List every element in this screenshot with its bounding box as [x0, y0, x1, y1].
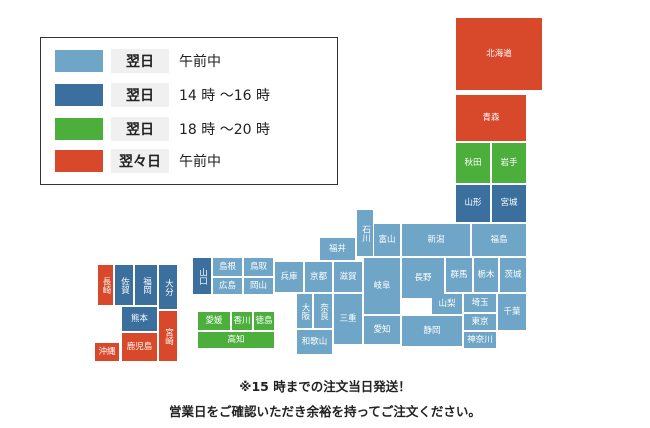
legend-tag: 翌日	[111, 49, 169, 73]
pref-fukushima: 福島	[472, 224, 526, 256]
pref-hiroshima: 広島	[213, 278, 242, 294]
pref-ishikawa: 石川	[357, 210, 373, 256]
notice-shipping: ※15 時までの注文当日発送！	[239, 379, 411, 394]
legend-text: 午前中	[179, 54, 221, 70]
legend-tag: 翌日	[111, 83, 169, 107]
legend-text: 18 時 〜20 時	[179, 122, 270, 138]
pref-nagasaki: 長崎	[98, 265, 113, 305]
pref-shizuoka: 静岡	[402, 316, 462, 346]
pref-nagano: 長野	[402, 258, 444, 298]
pref-oita: 大分	[159, 265, 177, 309]
legend-swatch	[55, 84, 103, 106]
pref-akita: 秋田	[456, 143, 490, 183]
pref-yamaguchi: 山口	[193, 258, 211, 294]
pref-ibaraki: 茨城	[500, 258, 526, 292]
pref-miyazaki: 宮崎	[159, 311, 177, 361]
pref-iwate: 岩手	[492, 143, 526, 183]
legend-text: 14 時 〜16 時	[179, 88, 270, 104]
pref-okinawa: 沖縄	[95, 343, 119, 361]
legend-tag: 翌日	[111, 117, 169, 141]
legend-row-next-18-20: 翌日 18 時 〜20 時	[55, 116, 270, 142]
pref-shiga: 滋賀	[334, 262, 362, 292]
pref-saitama: 埼玉	[464, 294, 496, 312]
pref-hokkaido: 北海道	[456, 18, 542, 90]
pref-fukui: 福井	[320, 238, 355, 260]
pref-okayama: 岡山	[244, 278, 273, 294]
pref-wakayama: 和歌山	[297, 330, 332, 354]
pref-osaka: 大阪	[297, 294, 312, 328]
pref-shimane: 島根	[213, 258, 242, 276]
legend-row-day-after-morning: 翌々日 午前中	[55, 148, 221, 174]
pref-kumamoto: 熊本	[122, 307, 157, 331]
pref-tottori: 鳥取	[244, 258, 273, 276]
pref-tokyo: 東京	[464, 314, 496, 330]
legend-text: 午前中	[179, 154, 221, 170]
legend-row-next-morning: 翌日 午前中	[55, 48, 221, 74]
pref-kagawa: 香川	[232, 312, 252, 330]
legend-tag: 翌々日	[111, 149, 169, 173]
pref-aichi: 愛知	[364, 316, 400, 344]
notice-business-days: 営業日をご確認いただき余裕を持ってご注文ください。	[169, 404, 481, 419]
pref-kochi: 高知	[198, 332, 274, 348]
pref-ehime: 愛媛	[198, 312, 230, 330]
legend-row-next-14-16: 翌日 14 時 〜16 時	[55, 82, 270, 108]
pref-gunma: 群馬	[446, 258, 472, 292]
legend-swatch	[55, 50, 103, 72]
pref-yamanashi: 山梨	[432, 294, 462, 314]
pref-kanagawa: 神奈川	[464, 332, 496, 348]
legend-swatch	[55, 150, 103, 172]
pref-toyama: 富山	[374, 224, 400, 256]
pref-tokushima: 徳島	[254, 312, 274, 330]
pref-saga: 佐賀	[115, 265, 133, 305]
pref-tochigi: 栃木	[474, 258, 498, 292]
pref-gifu: 岐阜	[364, 258, 400, 314]
pref-fukuoka: 福岡	[135, 265, 157, 305]
legend-swatch	[55, 118, 103, 140]
pref-kagoshima: 鹿児島	[122, 333, 157, 361]
pref-aomori: 青森	[456, 95, 526, 141]
pref-mie: 三重	[334, 294, 362, 344]
pref-yamagata: 山形	[456, 185, 490, 222]
pref-niigata: 新潟	[402, 224, 470, 256]
pref-chiba: 千葉	[498, 294, 526, 330]
delivery-legend: 翌日 午前中 翌日 14 時 〜16 時 翌日 18 時 〜20 時 翌々日 午…	[40, 37, 338, 185]
pref-nara: 奈良	[314, 294, 332, 328]
pref-hyogo: 兵庫	[275, 262, 303, 292]
pref-miyagi: 宮城	[492, 185, 526, 222]
pref-kyoto: 京都	[305, 262, 332, 292]
